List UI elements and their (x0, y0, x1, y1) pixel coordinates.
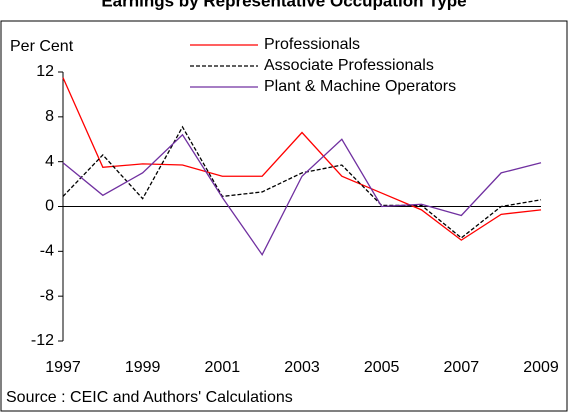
series-line (62, 125, 542, 239)
source-note: Source : CEIC and Authors' Calculations (6, 389, 293, 406)
y-tick-label: 8 (45, 108, 54, 125)
legend-label: Plant & Machine Operators (264, 78, 456, 95)
x-tick-label: 1999 (125, 359, 161, 376)
x-tick-label: 2003 (284, 359, 320, 376)
legend-label: Associate Professionals (264, 57, 434, 74)
series-line (62, 133, 542, 256)
chart-frame (0, 20, 568, 412)
x-tick-label: 2001 (205, 359, 241, 376)
y-tick-label: 4 (45, 153, 54, 170)
chart-title: Earnings by Representative Occupation Ty… (101, 0, 466, 10)
y-tick-label: 0 (45, 198, 54, 215)
y-tick-label: -4 (40, 243, 54, 260)
x-tick-label: 2005 (364, 359, 400, 376)
y-tick-label: 12 (36, 63, 54, 80)
y-axis-label: Per Cent (10, 38, 74, 55)
y-tick-label: -8 (40, 287, 54, 304)
y-tick-label: -12 (31, 332, 54, 349)
x-tick-label: 2009 (523, 359, 559, 376)
x-tick-label: 1997 (45, 359, 81, 376)
series-line (62, 77, 542, 241)
x-tick-label: 2007 (444, 359, 480, 376)
legend-label: Professionals (264, 36, 360, 53)
